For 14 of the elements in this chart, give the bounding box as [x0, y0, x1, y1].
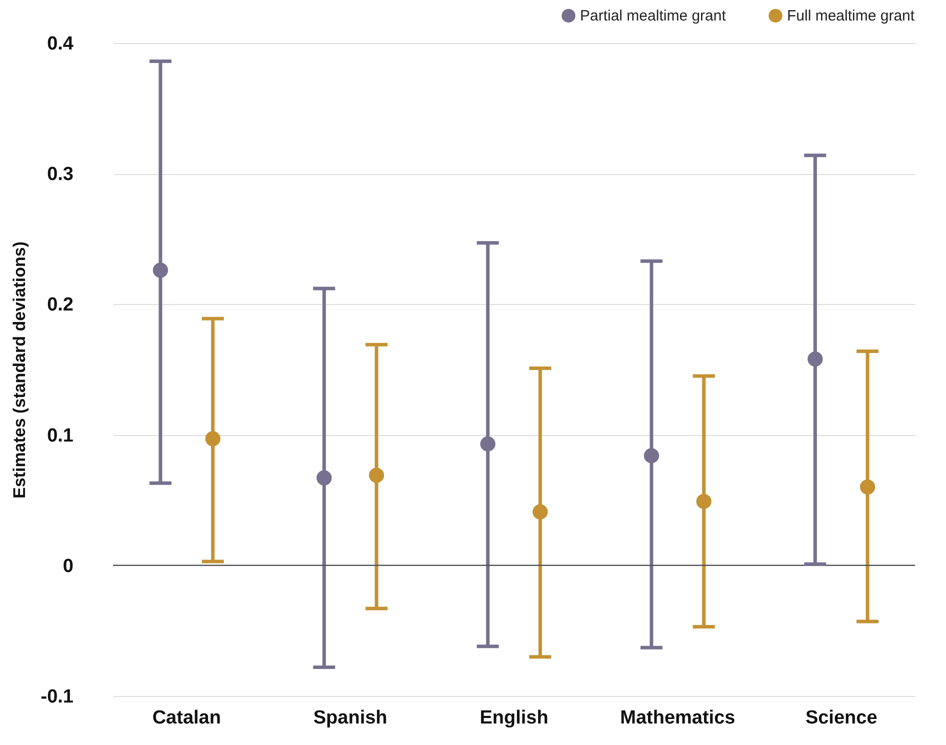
y-tick-label: 0.1: [47, 425, 74, 446]
y-tick-label: 0.3: [47, 164, 74, 186]
x-tick-label: Catalan: [152, 708, 221, 728]
y-tick-label: 0.2: [47, 294, 74, 316]
y-axis-title: Estimates (standard deviations): [10, 242, 29, 498]
y-tick-label: -0.1: [40, 686, 74, 708]
x-tick-label: Science: [805, 708, 878, 728]
y-tick-label: 0: [62, 556, 74, 577]
y-tick-label: 0.4: [47, 34, 74, 54]
x-tick-label: Mathematics: [620, 708, 736, 728]
legend-label: Partial mealtime grant: [580, 8, 727, 25]
x-tick-label: English: [480, 708, 548, 728]
x-tick-label: Spanish: [313, 708, 388, 728]
legend-label: Full mealtime grant: [787, 8, 916, 25]
